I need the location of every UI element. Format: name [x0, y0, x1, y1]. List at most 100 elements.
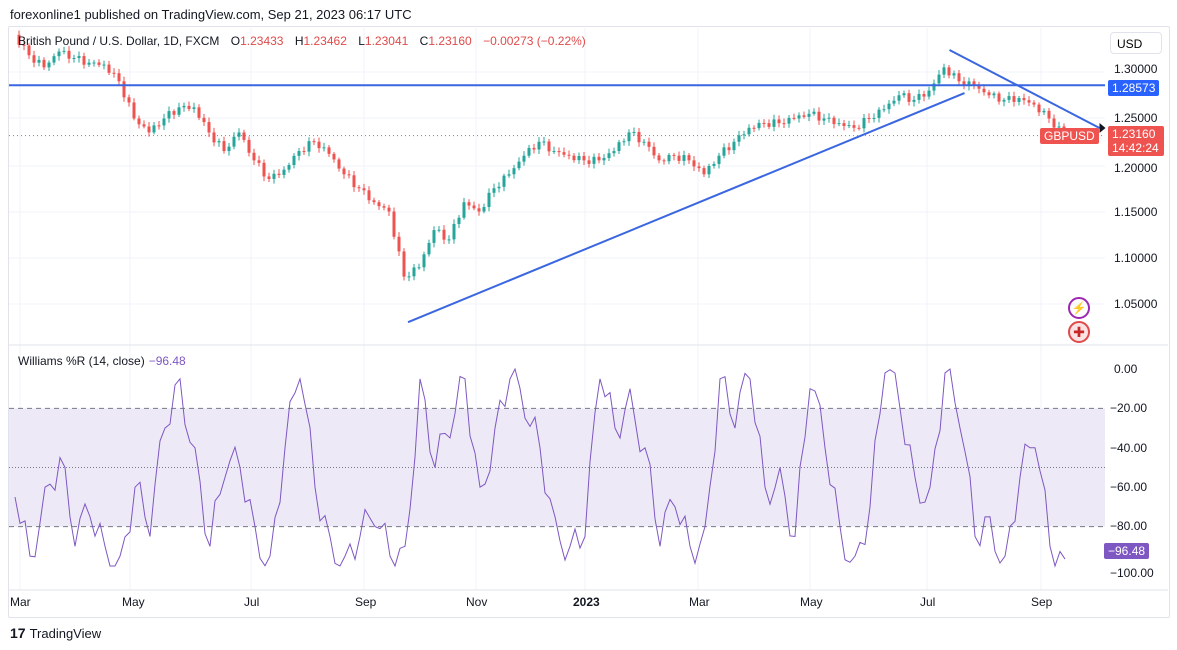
currency-button[interactable]: USD	[1110, 32, 1162, 54]
trendline	[407, 92, 965, 324]
candle-body	[422, 254, 426, 268]
candle-body	[292, 155, 296, 165]
candle-body	[157, 125, 161, 127]
candle-body	[1037, 104, 1041, 113]
candle-body	[762, 122, 766, 124]
candle-body	[402, 251, 406, 277]
price-tick: 1.25000	[1114, 111, 1158, 125]
candle-body	[692, 160, 696, 167]
candle-body	[412, 267, 416, 277]
candle-body	[27, 45, 31, 56]
price-tick: 1.10000	[1114, 251, 1158, 265]
tradingview-logo[interactable]: 17 TradingView	[10, 625, 101, 641]
candle-body	[72, 58, 76, 60]
candle-body	[87, 62, 91, 65]
wr-tick: −60.00	[1110, 480, 1148, 494]
candle-body	[217, 141, 221, 143]
candle-body	[387, 207, 391, 212]
time-label: Sep	[355, 595, 377, 609]
candle-body	[1047, 110, 1051, 119]
candle-body	[622, 141, 626, 143]
candle-body	[1052, 118, 1056, 128]
candle-body	[417, 267, 421, 269]
candle-body	[537, 141, 541, 150]
wr-band	[9, 408, 1105, 527]
candle-body	[677, 155, 681, 161]
candle-body	[382, 206, 386, 208]
candle-body	[857, 127, 861, 129]
candle-body	[962, 81, 966, 86]
time-label: Jul	[244, 595, 260, 609]
candle-body	[562, 152, 566, 155]
candle-body	[587, 160, 591, 164]
time-label: May	[122, 595, 145, 609]
candle-body	[612, 151, 616, 154]
candle-body	[122, 81, 126, 98]
candle-body	[1017, 98, 1021, 102]
candle-body	[907, 93, 911, 102]
candle-body	[567, 154, 571, 156]
wr-value-tag: −96.48	[1104, 543, 1150, 559]
candle-body	[942, 67, 946, 75]
candle-body	[397, 236, 401, 252]
candle-body	[912, 99, 916, 102]
candle-body	[652, 146, 656, 156]
candle-body	[602, 158, 606, 161]
candle-body	[457, 217, 461, 224]
candle-body	[112, 72, 116, 74]
lightning-icon[interactable]: ⚡	[1068, 297, 1090, 319]
candle-body	[727, 147, 731, 151]
candle-body	[867, 117, 871, 119]
candle-body	[967, 81, 971, 86]
williams-r-line	[14, 367, 1066, 568]
wr-tick: −20.00	[1110, 401, 1148, 415]
time-label: 2023	[573, 595, 600, 609]
candle-body	[657, 155, 661, 161]
candle-body	[182, 105, 186, 108]
candle-body	[212, 132, 216, 143]
candle-body	[992, 93, 996, 96]
price-tick: 1.20000	[1114, 161, 1158, 175]
candle-body	[917, 94, 921, 100]
candle-body	[577, 155, 581, 161]
candle-body	[647, 141, 651, 147]
candle-body	[472, 205, 476, 209]
candle-body	[852, 125, 856, 128]
publisher-line: forexonline1 published on TradingView.co…	[10, 7, 412, 22]
candle-body	[507, 174, 511, 176]
symbol-tag: GBPUSD	[1040, 128, 1099, 144]
low-label: L	[358, 34, 365, 48]
candle-body	[1012, 96, 1016, 102]
candle-body	[177, 107, 181, 115]
candle-body	[52, 56, 56, 63]
candle-body	[572, 155, 576, 161]
candle-body	[322, 147, 326, 149]
candle-body	[307, 141, 311, 152]
candle-body	[97, 62, 101, 65]
uk-flag-icon[interactable]: ✚	[1068, 321, 1090, 343]
candle-body	[847, 125, 851, 127]
candle-body	[1032, 102, 1036, 105]
candle-body	[287, 164, 291, 170]
tv-brand: TradingView	[29, 625, 102, 641]
candle-body	[452, 223, 456, 240]
candle-body	[267, 176, 271, 179]
time-label: Sep	[1031, 595, 1053, 609]
candle-body	[242, 132, 246, 140]
candle-body	[642, 141, 646, 143]
time-label: Mar	[689, 595, 710, 609]
candle-body	[207, 122, 211, 133]
candle-body	[547, 141, 551, 152]
open-label: O	[230, 34, 241, 48]
candle-body	[1042, 110, 1046, 113]
time-label: May	[800, 595, 823, 609]
candle-body	[277, 173, 281, 175]
candle-body	[997, 93, 1001, 102]
candle-body	[197, 107, 201, 118]
candle-body	[337, 159, 341, 169]
candle-body	[67, 50, 71, 59]
candle-body	[672, 154, 676, 156]
candle-body	[527, 147, 531, 156]
